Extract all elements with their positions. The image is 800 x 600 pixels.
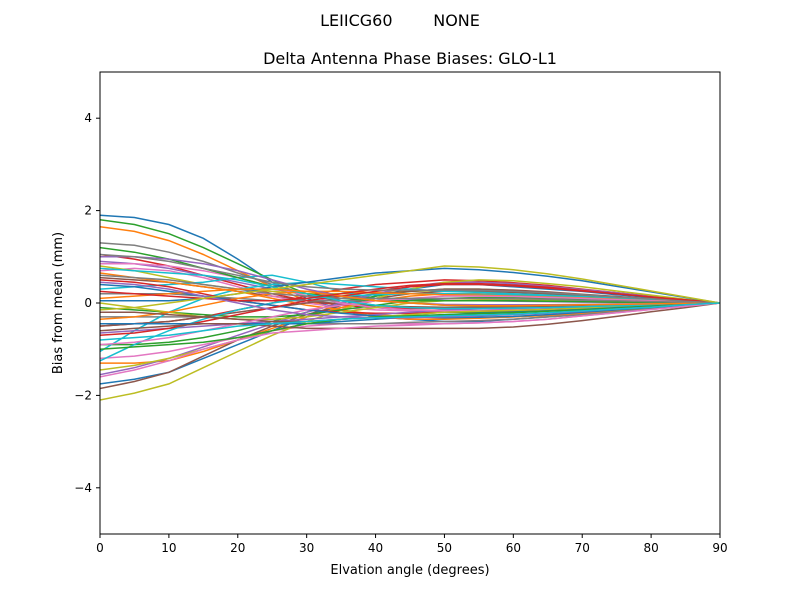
x-tick-label: 80	[643, 541, 658, 555]
x-tick-label: 30	[299, 541, 314, 555]
series-line-38	[100, 274, 720, 304]
series-line-48	[100, 253, 720, 304]
x-tick-label: 50	[437, 541, 452, 555]
x-tick-label: 90	[712, 541, 727, 555]
series-lines	[100, 214, 720, 401]
x-axis-ticks: 0 10 20 30 40 50 60 70 80 90	[96, 534, 728, 555]
y-tick-label: −4	[74, 481, 92, 495]
x-tick-label: 40	[368, 541, 383, 555]
series-line-47	[100, 302, 720, 378]
x-tick-label: 10	[161, 541, 176, 555]
y-axis-label: Bias from mean (mm)	[51, 232, 66, 374]
y-tick-label: 0	[84, 296, 92, 310]
x-tick-label: 0	[96, 541, 104, 555]
series-line-42	[100, 288, 720, 307]
x-axis-label: Elvation angle (degrees)	[330, 563, 489, 578]
series-line-49	[100, 265, 720, 311]
series-line-40	[100, 267, 720, 310]
series-line-46	[100, 302, 720, 332]
x-tick-label: 20	[230, 541, 245, 555]
y-axis-ticks: −4 −2 0 2 4	[74, 111, 100, 495]
chart-title: Delta Antenna Phase Biases: GLO-L1	[263, 49, 557, 68]
figure-suptitle: LEIICG60 NONE	[320, 11, 480, 30]
x-tick-label: 70	[575, 541, 590, 555]
y-tick-label: 4	[84, 111, 92, 125]
y-tick-label: 2	[84, 204, 92, 218]
series-line-43	[100, 302, 720, 350]
series-line-50	[100, 302, 720, 341]
y-tick-label: −2	[74, 388, 92, 402]
x-tick-label: 60	[506, 541, 521, 555]
